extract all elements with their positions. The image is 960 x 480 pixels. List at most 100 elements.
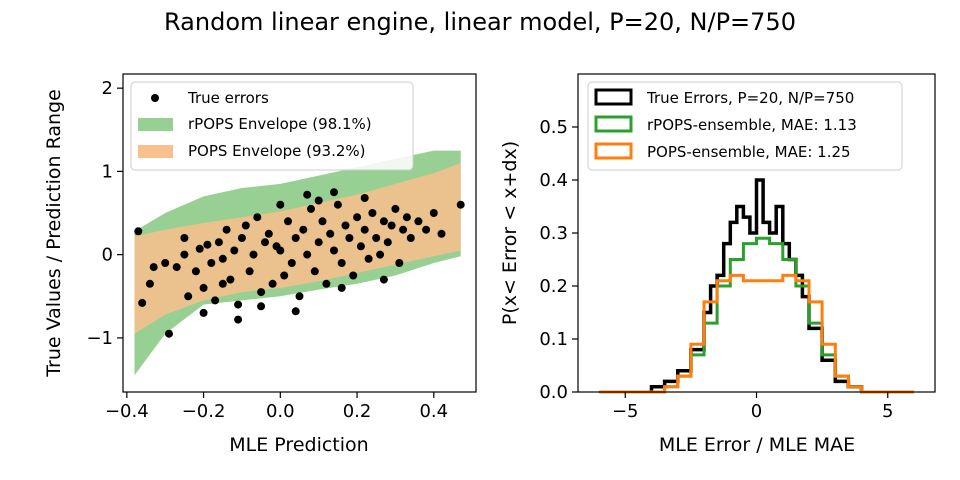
scatter-point <box>180 250 189 259</box>
scatter-point <box>337 259 346 267</box>
scatter-point <box>237 234 246 242</box>
right-x-axis-label: MLE Error / MLE MAE <box>659 434 855 456</box>
scatter-point <box>326 229 335 238</box>
y-tick-label: 0.3 <box>539 223 568 244</box>
x-tick-label: 0.0 <box>266 401 295 422</box>
scatter-point <box>414 217 423 226</box>
scatter-point <box>234 300 243 309</box>
left-legend-marker-true-errors <box>151 94 159 102</box>
scatter-point <box>199 308 208 317</box>
scatter-point <box>284 217 292 226</box>
scatter-point <box>364 254 373 263</box>
scatter-point <box>391 204 400 213</box>
y-tick-label: 0.0 <box>539 382 568 403</box>
scatter-point <box>395 259 404 267</box>
x-tick-label: 0 <box>751 401 762 422</box>
scatter-point <box>218 279 227 288</box>
figure-title: Random linear engine, linear model, P=20… <box>164 8 796 36</box>
x-tick-label: −0.4 <box>105 401 149 422</box>
scatter-point <box>165 329 173 338</box>
scatter-point <box>291 307 300 316</box>
scatter-point <box>180 234 189 242</box>
scatter-point <box>402 213 411 222</box>
y-tick-label: 1 <box>102 161 113 182</box>
scatter-point <box>330 188 338 197</box>
x-tick-label: 0.4 <box>419 401 448 422</box>
scatter-point <box>245 267 254 276</box>
x-tick-label: −0.2 <box>182 401 226 422</box>
scatter-point <box>264 229 273 238</box>
scatter-point <box>353 213 362 222</box>
scatter-point <box>429 209 438 217</box>
scatter-point <box>318 217 327 226</box>
scatter-point <box>149 263 158 272</box>
scatter-point <box>230 246 239 255</box>
scatter-point <box>184 292 193 301</box>
scatter-point <box>195 244 204 253</box>
left-legend: True errors rPOPS Envelope (98.1%) POPS … <box>130 81 414 171</box>
histogram-true-errors <box>649 178 864 392</box>
right-legend-label-pops: POPS-ensemble, MAE: 1.25 <box>647 143 851 161</box>
y-tick-label: 0.5 <box>539 117 568 138</box>
right-legend-box <box>587 81 903 171</box>
left-x-axis-label: MLE Prediction <box>229 434 368 456</box>
x-tick-label: −5 <box>612 401 639 422</box>
scatter-point <box>303 190 312 199</box>
right-legend-patch-true-errors <box>594 88 633 106</box>
right-legend-patch-rpops <box>594 115 633 133</box>
scatter-point <box>295 292 304 301</box>
scatter-point <box>191 267 200 276</box>
scatter-point <box>276 200 285 209</box>
scatter-point <box>337 283 346 292</box>
y-tick-label: 0.2 <box>539 276 568 297</box>
scatter-point <box>379 217 388 226</box>
scatter-point <box>322 279 331 288</box>
scatter-point <box>203 240 212 249</box>
scatter-point <box>349 271 358 280</box>
scatter-point <box>376 250 385 259</box>
scatter-point <box>199 283 208 292</box>
scatter-point <box>161 259 170 267</box>
histogram-pops-ensemble <box>599 273 914 394</box>
left-legend-patch-pops <box>138 145 173 158</box>
scatter-point <box>383 238 392 247</box>
left-axes-frame <box>122 73 477 393</box>
y-tick-label: 0 <box>102 245 113 266</box>
scatter-point <box>138 298 147 307</box>
left-y-axis-label: True Values / Prediction Range <box>43 89 65 378</box>
scatter-point <box>234 315 243 324</box>
scatter-point <box>261 238 269 247</box>
scatter-point <box>341 221 350 230</box>
scatter-point <box>145 279 154 288</box>
y-tick-label: 2 <box>102 78 113 99</box>
scatter-point <box>379 275 388 284</box>
left-chart: −0.4 −0.2 0.0 0.2 0.4 −1 0 1 2 MLE Prediction Tr… <box>43 73 477 456</box>
scatter-point <box>399 225 408 234</box>
scatter-point <box>422 225 431 234</box>
x-tick-label: 5 <box>882 401 893 422</box>
envelope-area-pops <box>134 163 461 334</box>
y-tick-label: −1 <box>86 328 113 349</box>
right-legend-label-rpops: rPOPS-ensemble, MAE: 1.13 <box>647 116 857 134</box>
scatter-point <box>303 250 312 259</box>
scatter-point <box>241 221 250 230</box>
histogram-rpops-ensemble <box>599 236 914 394</box>
scatter-point <box>360 225 369 234</box>
y-tick-label: 0.4 <box>539 170 568 191</box>
right-chart: −5 0 5 0.0 0.1 0.2 0.3 0.4 0.5 MLE Error / MLE M… <box>499 73 936 456</box>
scatter-point <box>299 225 308 234</box>
scatter-point <box>134 227 143 236</box>
scatter-point <box>257 288 266 297</box>
scatter-point <box>249 250 258 259</box>
left-legend-box <box>130 81 414 171</box>
right-legend-label-true-errors: True Errors, P=20, N/P=750 <box>646 89 854 107</box>
scatter-point <box>356 242 365 251</box>
scatter-point <box>333 200 342 209</box>
scatter-point <box>214 238 223 247</box>
left-legend-label-pops: POPS Envelope (93.2%) <box>188 142 366 160</box>
right-legend-patch-pops <box>594 142 633 160</box>
y-tick-label: 0.1 <box>539 329 568 350</box>
scatter-point <box>287 259 296 267</box>
scatter-point <box>314 238 323 247</box>
